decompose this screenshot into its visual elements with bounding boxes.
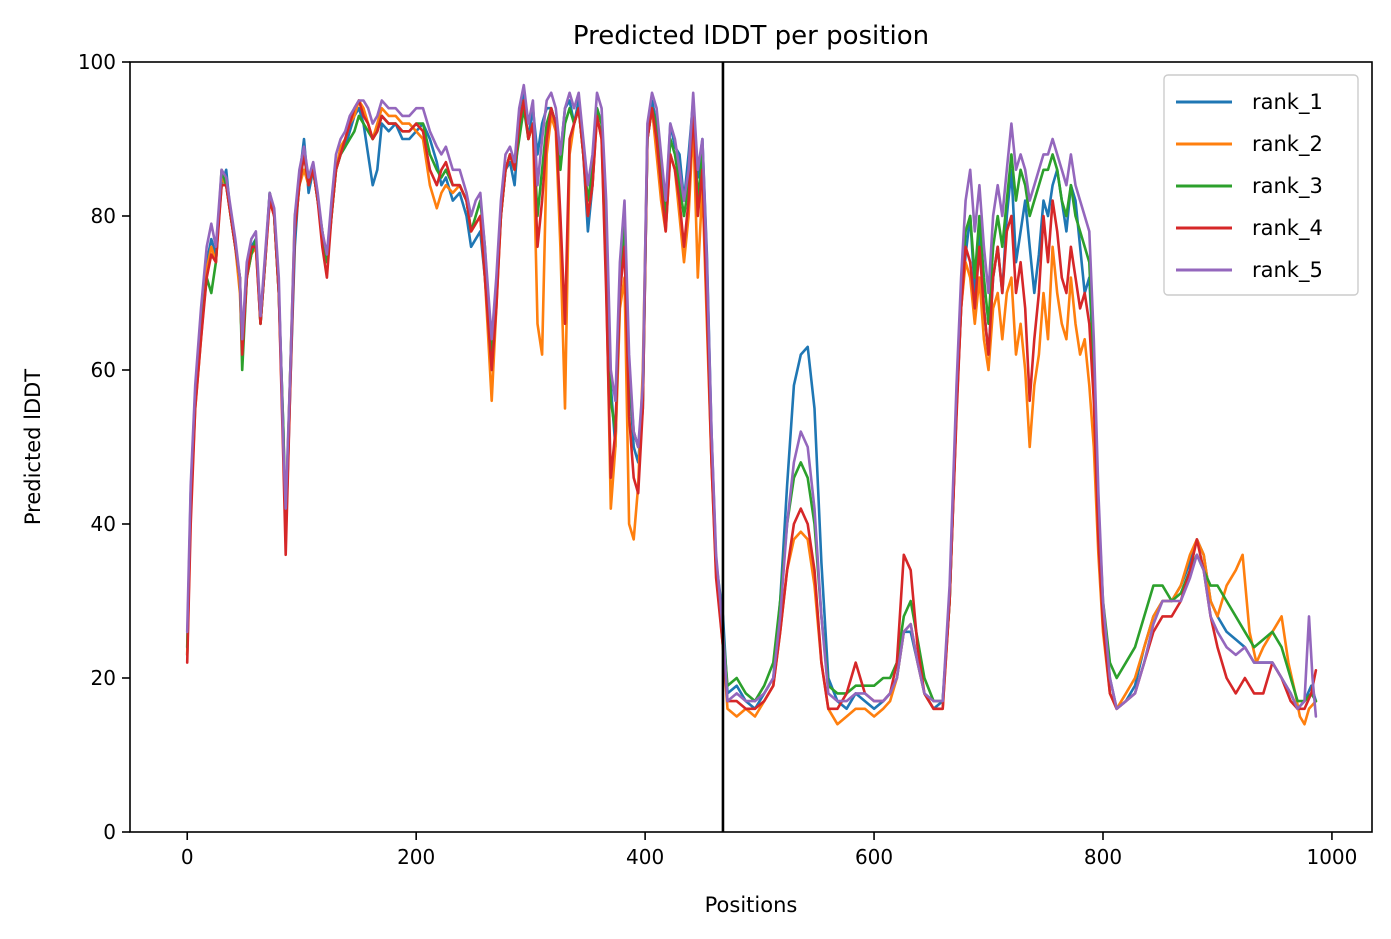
legend-label-rank-3: rank_3	[1252, 174, 1323, 199]
chart-title: Predicted lDDT per position	[573, 21, 929, 51]
legend-label-rank-1: rank_1	[1252, 90, 1323, 115]
x-tick-label: 200	[397, 845, 435, 869]
series-line-rank-1	[185, 91, 1318, 711]
x-tick-label: 600	[855, 845, 893, 869]
y-axis-title: Predicted lDDT	[21, 369, 45, 525]
x-tick-label: 1000	[1306, 845, 1357, 869]
legend: rank_1 rank_2 rank_3 rank_4 rank_5	[1163, 74, 1359, 296]
series-line-rank-3	[185, 106, 1318, 703]
y-tick-label: 60	[91, 358, 116, 382]
series-line-rank-4	[185, 99, 1318, 711]
x-tick-label: 800	[1084, 845, 1122, 869]
x-tick-label: 400	[626, 845, 664, 869]
x-axis-title: Positions	[705, 893, 798, 917]
series-line-rank-2	[185, 99, 1318, 726]
legend-label-rank-2: rank_2	[1252, 132, 1323, 157]
legend-label-rank-4: rank_4	[1252, 216, 1323, 241]
y-tick-label: 100	[78, 50, 116, 74]
legend-box	[1163, 74, 1359, 296]
y-axis-ticks: 0 20 40 60 80 100	[78, 50, 130, 844]
series-line-rank-5	[185, 83, 1318, 718]
y-tick-label: 0	[103, 820, 116, 844]
plot-frame	[129, 61, 1373, 833]
plot-area	[129, 61, 1373, 833]
y-tick-label: 20	[91, 666, 116, 690]
x-tick-label: 0	[181, 845, 194, 869]
x-axis-ticks: 0 200 400 600 800 1000	[181, 832, 1357, 869]
legend-label-rank-5: rank_5	[1252, 258, 1323, 283]
y-tick-label: 40	[91, 512, 116, 536]
y-tick-label: 80	[91, 204, 116, 228]
